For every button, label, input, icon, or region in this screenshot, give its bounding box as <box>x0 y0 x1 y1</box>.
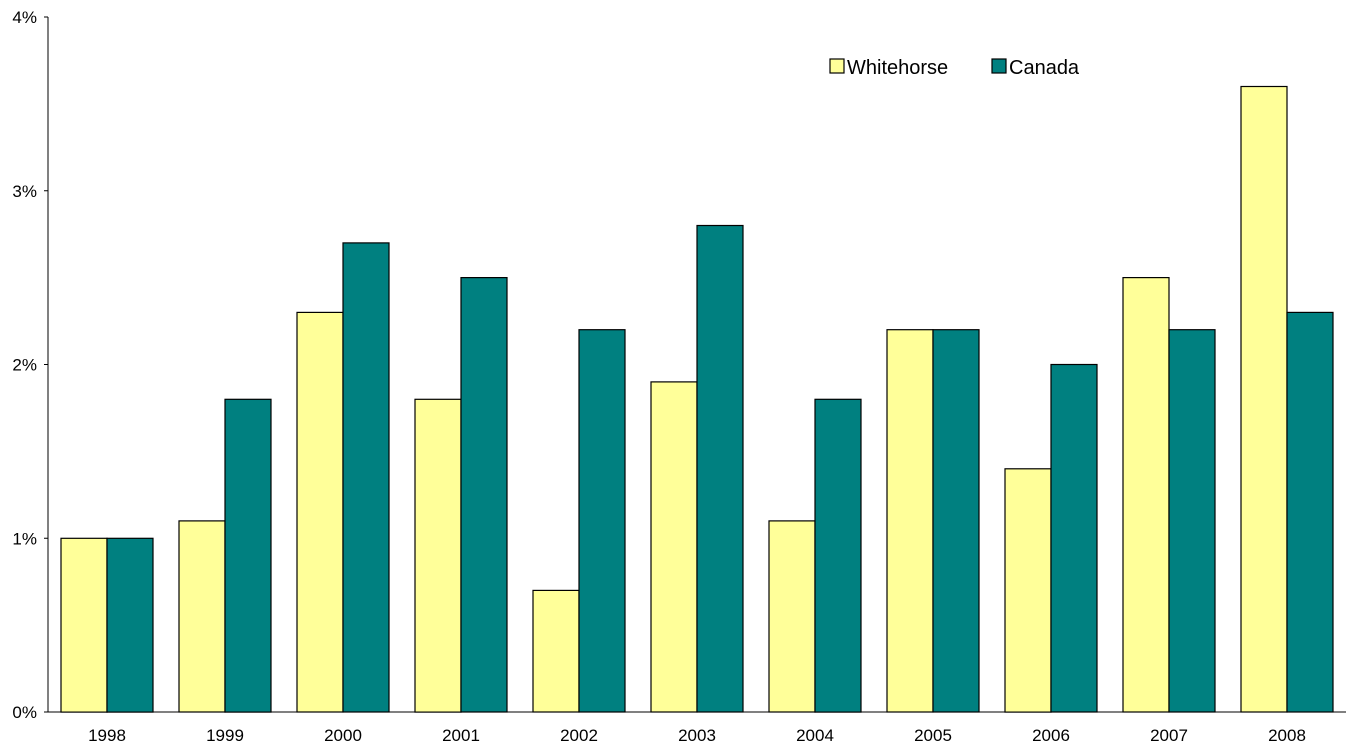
bar-canada-2002 <box>578 329 626 713</box>
legend-swatch-whitehorse <box>829 58 845 74</box>
bar-whitehorse-2008 <box>1240 85 1288 713</box>
y-tick-label: 2% <box>12 356 37 375</box>
bar-whitehorse-2000 <box>296 311 344 713</box>
bar-whitehorse-2004 <box>768 520 816 713</box>
x-tick-label: 2002 <box>560 726 598 745</box>
x-tick-label: 2008 <box>1268 726 1306 745</box>
y-tick-label: 0% <box>12 703 37 722</box>
x-tick-label: 2001 <box>442 726 480 745</box>
x-tick-label: 1999 <box>206 726 244 745</box>
bars-layer <box>60 85 1334 713</box>
x-tick-label: 2005 <box>914 726 952 745</box>
bar-whitehorse-1998 <box>60 537 108 713</box>
bar-canada-2003 <box>696 224 744 713</box>
y-tick-label: 4% <box>12 8 37 27</box>
legend-label-whitehorse: Whitehorse <box>847 57 948 79</box>
y-tick-label: 1% <box>12 529 37 548</box>
x-tick-label: 2006 <box>1032 726 1070 745</box>
bar-whitehorse-1999 <box>178 520 226 713</box>
legend-swatch-canada <box>991 58 1007 74</box>
bar-whitehorse-2002 <box>532 589 580 713</box>
x-tick-label: 2004 <box>796 726 834 745</box>
bar-whitehorse-2007 <box>1122 277 1170 713</box>
x-tick-label: 2003 <box>678 726 716 745</box>
bar-canada-2006 <box>1050 363 1098 713</box>
bar-whitehorse-2001 <box>414 398 462 713</box>
x-tick-label: 2007 <box>1150 726 1188 745</box>
bar-whitehorse-2003 <box>650 381 698 713</box>
legend-label-canada: Canada <box>1009 57 1080 79</box>
bar-canada-2001 <box>460 277 508 713</box>
bar-whitehorse-2006 <box>1004 468 1052 713</box>
x-tick-label: 2000 <box>324 726 362 745</box>
bar-canada-1999 <box>224 398 272 713</box>
bar-canada-2005 <box>932 329 980 713</box>
legend: Whitehorse Canada <box>829 57 1080 79</box>
bar-canada-2007 <box>1168 329 1216 713</box>
bar-canada-2000 <box>342 242 390 713</box>
bar-canada-2004 <box>814 398 862 713</box>
bar-canada-1998 <box>106 537 154 713</box>
bar-whitehorse-2005 <box>886 329 934 713</box>
bar-canada-2008 <box>1286 311 1334 713</box>
x-tick-label: 1998 <box>88 726 126 745</box>
axes-layer: 1998 1999 2000 2001 2002 2003 2004 2005 2006 2007… <box>12 8 1346 745</box>
y-tick-label: 3% <box>12 182 37 201</box>
